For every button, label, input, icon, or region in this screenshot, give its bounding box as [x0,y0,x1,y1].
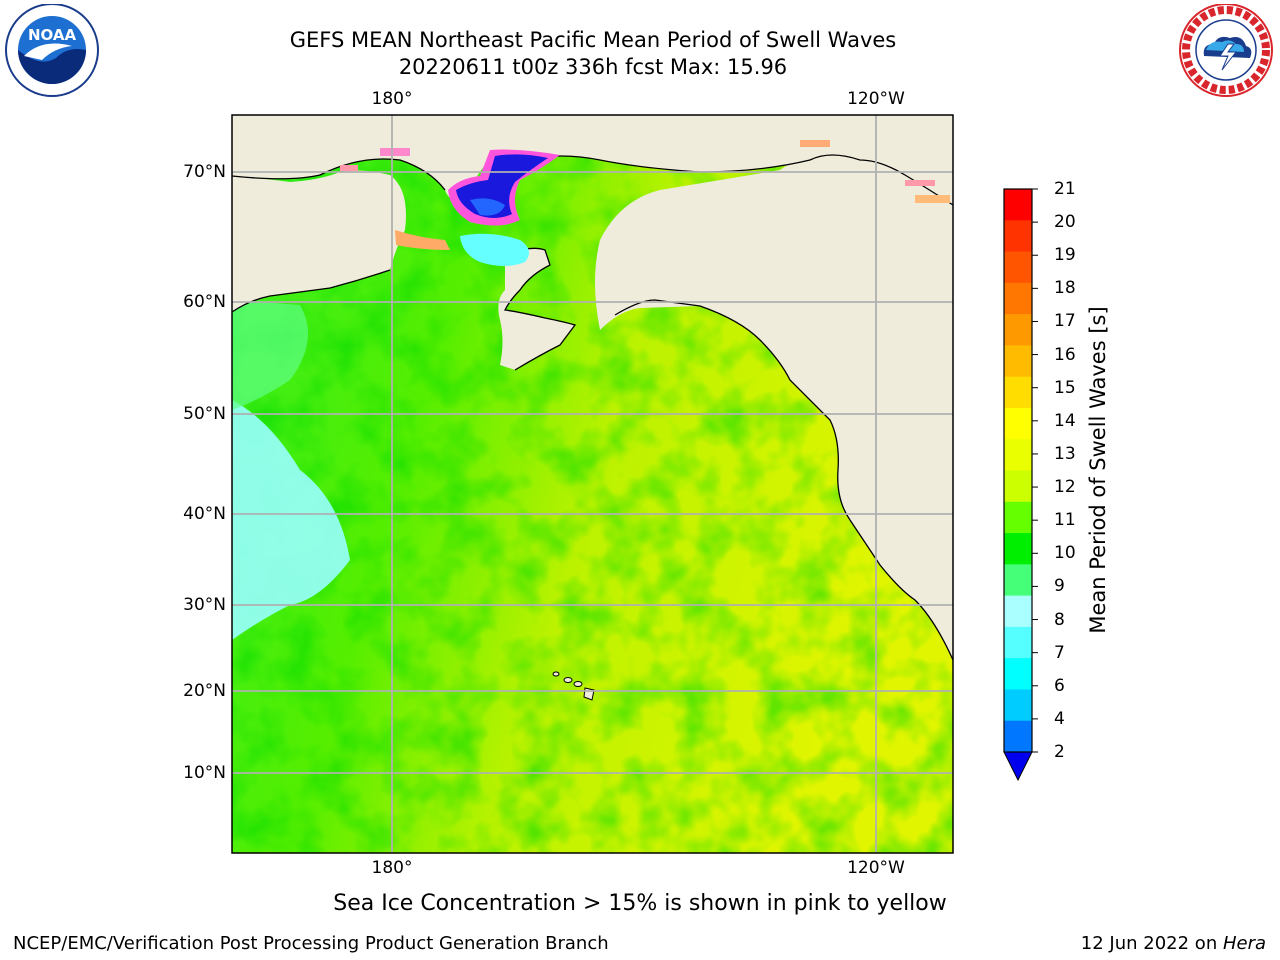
colorbar-segment [1004,501,1032,534]
cyan-swell-region [232,400,350,640]
lon-label-top-120w: 120°W [847,89,905,109]
colorbar-segment [1004,470,1032,503]
colorbar-tick-label: 11 [1054,510,1076,531]
colorbar-segment [1004,626,1032,659]
colorbar-tick-label: 18 [1054,278,1076,299]
footer-branch: NCEP/EMC/Verification Post Processing Pr… [13,933,609,954]
land-siberia [232,170,406,312]
colorbar-tick-label: 12 [1054,477,1076,498]
colorbar-tick-label: 4 [1054,708,1065,729]
footer-date: 12 Jun 2022 on Hera [1080,933,1266,954]
noaa-logo: NOAA [2,3,102,104]
chart-subtitle: 20220611 t00z 336h fcst Max: 15.96 [398,55,788,79]
colorbar-frame [1003,188,1033,753]
map-frame [231,114,954,854]
colorbar-segment [1004,189,1032,221]
colorbar-underflow-triangle [1003,751,1033,782]
colorbar-tick-label: 7 [1054,642,1065,663]
coastline-alaska [504,247,577,371]
coastline-west-canada [614,299,953,661]
colorbar-segment [1004,314,1032,346]
colorbar-segment [1004,533,1032,565]
colorbar-tick-label: 14 [1054,410,1076,431]
colorbar-tick-label: 15 [1054,377,1076,398]
colorbar [1004,189,1032,753]
lon-label-bottom-180: 180° [371,858,413,878]
colorbar-tick-label: 13 [1054,443,1076,464]
lon-label-bottom-120w: 120°W [847,858,905,878]
sea-ice-region [340,140,950,266]
graticule [232,115,953,853]
colorbar-segment [1004,251,1032,284]
colorbar-tick-label: 2 [1054,742,1065,762]
colorbar-tick-label: 8 [1054,609,1065,630]
lat-label-20n: 20°N [183,681,226,701]
colorbar-segment [1004,720,1032,753]
colorbar-segment [1004,220,1032,253]
colorbar-tick-label: 20 [1054,212,1076,233]
colorbar-segment [1004,658,1032,690]
sea-ice-note: Sea Ice Concentration > 15% is shown in … [333,891,947,916]
lat-label-60n: 60°N [183,292,226,312]
colorbar-tick-label: 10 [1054,543,1076,564]
chart-title: GEFS MEAN Northeast Pacific Mean Period … [289,28,897,52]
lat-label-50n: 50°N [183,404,226,424]
colorbar-segment [1004,564,1032,597]
lat-label-30n: 30°N [183,595,226,615]
colorbar-tick-label: 16 [1054,344,1076,365]
colorbar-tick-label: 9 [1054,576,1065,597]
lat-label-40n: 40°N [183,504,226,524]
colorbar-tick-label: 6 [1054,675,1065,696]
lat-label-10n: 10°N [183,763,226,783]
colorbar-segment [1004,407,1032,440]
colorbar-segment [1004,282,1032,315]
land-canada [595,115,953,660]
nws-logo [1176,3,1276,104]
svg-text:NOAA: NOAA [28,26,77,44]
colorbar-tick-label: 19 [1054,245,1076,266]
colorbar-tick-label: 21 [1054,179,1076,199]
lat-label-70n: 70°N [183,162,226,182]
colorbar-segment [1004,595,1032,628]
colorbar-segment [1004,689,1032,722]
land-alaska [498,248,575,370]
colorbar-segment [1004,439,1032,471]
colorbar-segment [1004,376,1032,409]
land-north [232,115,953,205]
colorbar-segment [1004,345,1032,378]
lon-label-top-180: 180° [371,89,413,109]
footer-host: Hera [1222,933,1266,954]
colorbar-tick-label: 17 [1054,311,1076,332]
